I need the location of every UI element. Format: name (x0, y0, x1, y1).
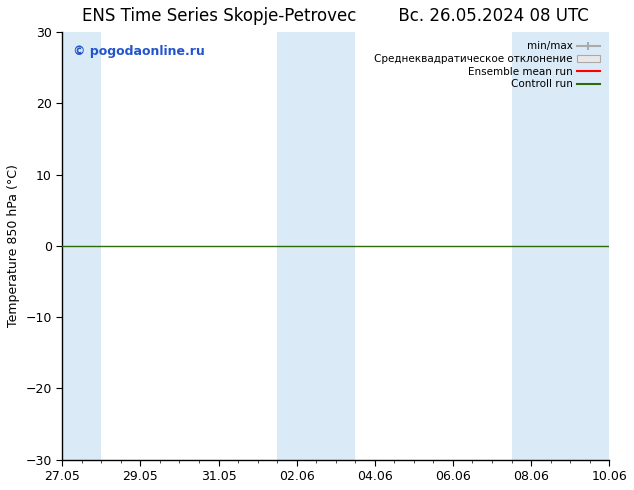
Bar (512, 32, 609, 460)
Text: © pogodaonline.ru: © pogodaonline.ru (74, 45, 205, 58)
Bar (277, 32, 355, 460)
Y-axis label: Temperature 850 hPa (°C): Temperature 850 hPa (°C) (7, 165, 20, 327)
Title: ENS Time Series Skopje-Petrovec        Вс. 26.05.2024 08 UTC: ENS Time Series Skopje-Petrovec Вс. 26.0… (82, 7, 589, 25)
Bar (62, 32, 101, 460)
Legend: min/max, Среднеквадратическое отклонение, Ensemble mean run, Controll run: min/max, Среднеквадратическое отклонение… (370, 37, 604, 94)
